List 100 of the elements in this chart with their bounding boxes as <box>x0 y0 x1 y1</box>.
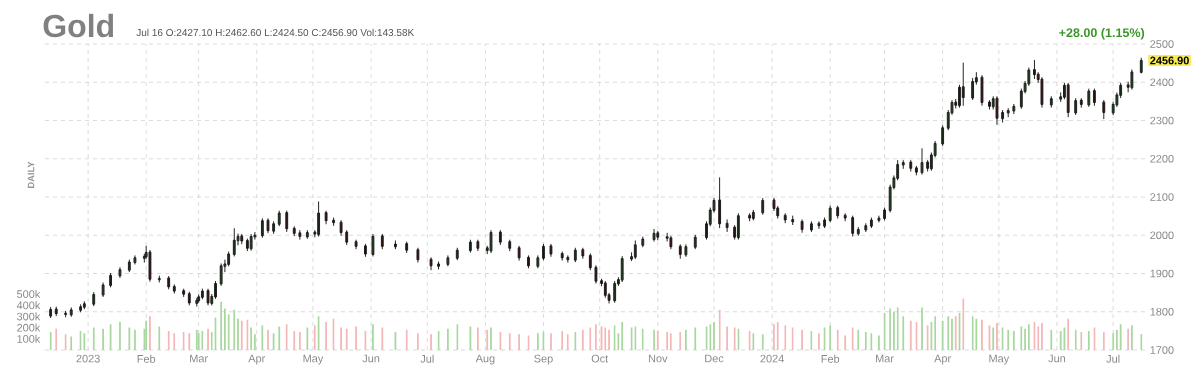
candlestick <box>684 244 688 257</box>
candlestick <box>594 265 598 284</box>
candlestick <box>476 239 480 252</box>
x-tick-label: Apr <box>934 354 951 365</box>
candlestick <box>380 234 384 250</box>
candlestick <box>148 250 152 282</box>
candlestick <box>914 165 918 176</box>
candlestick <box>332 217 335 226</box>
x-tick-label: Dec <box>705 354 724 363</box>
candlestick <box>219 263 223 286</box>
candlestick <box>901 160 905 169</box>
candlestick <box>633 240 637 260</box>
candlestick <box>232 228 236 257</box>
candlestick <box>1139 57 1143 74</box>
chart-title: Gold <box>43 13 114 38</box>
y2-tick-label: 100k <box>17 334 41 343</box>
candlestick <box>560 251 564 261</box>
x-tick-label: Apr <box>248 354 266 365</box>
candlestick <box>416 247 420 263</box>
candlestick <box>109 273 112 288</box>
candlestick <box>371 234 375 257</box>
candlestick <box>182 288 186 297</box>
candlestick <box>508 239 512 252</box>
candlestick <box>864 223 868 232</box>
x-tick-label: Nov <box>648 354 668 363</box>
y2-tick-label: 500k <box>17 289 41 298</box>
candlestick <box>751 209 755 221</box>
candlestick <box>305 230 309 239</box>
candlestick <box>856 227 860 236</box>
candlestick <box>292 226 296 237</box>
candlestick <box>249 234 253 251</box>
candlestick <box>468 239 472 253</box>
candlestick <box>195 297 199 307</box>
candlestick <box>1079 98 1083 108</box>
candlestick <box>54 306 58 317</box>
candlestick <box>1087 88 1091 107</box>
x-tick-label: Feb <box>137 354 156 363</box>
candlestick <box>394 240 397 250</box>
candlestick <box>718 177 722 229</box>
candlestick <box>1102 100 1106 120</box>
text: DAILY <box>27 161 35 188</box>
candlestick <box>620 256 624 283</box>
y2-tick-label: 200k <box>17 323 41 332</box>
candlestick <box>339 220 343 236</box>
candlestick <box>69 307 73 317</box>
candlestick <box>101 282 105 297</box>
candlestick <box>272 221 276 234</box>
candlestick <box>245 238 249 252</box>
candlestick <box>736 213 740 240</box>
candlestick <box>489 230 493 253</box>
candlestick <box>573 247 577 263</box>
candlestick <box>581 247 585 259</box>
candlestick <box>870 217 873 229</box>
y-tick-label: 2200 <box>1150 154 1174 163</box>
y-tick-label: 2400 <box>1150 78 1174 87</box>
candlestick <box>810 221 813 232</box>
candlestick <box>836 205 840 219</box>
candlestick <box>1012 103 1016 115</box>
candlestick <box>920 148 924 175</box>
x-tick-label: May <box>303 354 324 365</box>
y-tick-label: 1900 <box>1150 269 1174 278</box>
candlestick <box>354 239 358 250</box>
candlestick <box>669 235 673 250</box>
candlestick <box>429 257 433 271</box>
candlestick <box>446 255 450 267</box>
candlestick <box>549 243 553 257</box>
candlestick <box>285 210 289 232</box>
x-tick-label: Jul <box>420 354 434 363</box>
annotation: 2456.90 <box>1150 56 1189 65</box>
candlestick <box>167 276 171 290</box>
candlestick <box>851 215 855 237</box>
candlestick <box>988 100 991 110</box>
candlestick <box>364 243 367 257</box>
candlestick <box>536 255 540 269</box>
candlestick <box>201 288 204 300</box>
candlestick <box>542 243 545 261</box>
candlestick <box>800 219 804 233</box>
y2-tick-label: 400k <box>16 301 41 310</box>
candlestick <box>345 230 349 245</box>
x-tick-label: Mar <box>876 354 894 363</box>
x-tick-label: Aug <box>475 354 495 365</box>
candlestick <box>455 247 459 261</box>
x-tick-label: Sep <box>534 354 553 365</box>
candlestick <box>49 307 53 318</box>
candlestick <box>260 218 264 238</box>
x-tick-label: Jun <box>362 354 380 363</box>
candlestick <box>656 230 660 241</box>
candlestick <box>817 221 821 229</box>
x-tick-label: May <box>989 354 1010 365</box>
candlestick <box>437 261 440 270</box>
candlestick <box>1033 59 1036 79</box>
y-tick-label: 2000 <box>1150 231 1174 240</box>
text: +28.00 (1.15%) <box>1059 27 1145 40</box>
candlestick <box>127 259 131 273</box>
y2-tick-label: 300k <box>17 312 41 321</box>
y-tick-label: 2100 <box>1150 193 1174 201</box>
candlestick <box>1001 110 1004 123</box>
candlestick <box>92 292 96 307</box>
candlestick <box>961 62 965 106</box>
candlestick <box>517 245 521 261</box>
